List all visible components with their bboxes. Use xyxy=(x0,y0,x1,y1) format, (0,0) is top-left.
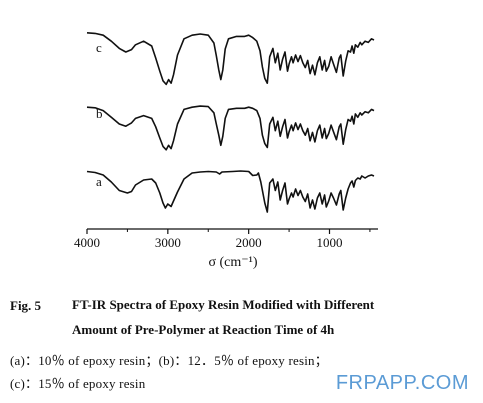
trace-label-a: a xyxy=(96,174,102,189)
caption-title-line-2: Amount of Pre-Polymer at Reaction Time o… xyxy=(72,322,335,337)
x-tick-label: 3000 xyxy=(155,235,181,250)
watermark-logo: FRPAPP.COM xyxy=(335,372,469,394)
spectrum-line-b xyxy=(86,105,375,151)
figure-number: Fig. 5 xyxy=(10,298,42,313)
x-axis-ticks: 4000 3000 2000 1000 xyxy=(74,229,371,250)
caption-legend-line-1: (a)：10％ of epoxy resin；(b)：12．5％ of epox… xyxy=(10,353,328,368)
ftir-chart: a b c 4000 3000 2000 1000 σ (cm⁻¹) xyxy=(74,32,378,270)
x-tick-label: 2000 xyxy=(236,235,262,250)
x-tick-label: 4000 xyxy=(74,235,100,250)
caption-row-1: Fig. 5 xyxy=(10,297,41,315)
spectrum-line-c xyxy=(86,32,375,86)
spectrum-line-a xyxy=(86,170,375,213)
caption-title-line-1: FT-IR Spectra of Epoxy Resin Modified wi… xyxy=(72,297,375,312)
caption-legend-line-2: (c)：15％ of epoxy resin xyxy=(10,376,146,391)
trace-label-c: c xyxy=(96,40,102,55)
x-tick-label: 1000 xyxy=(317,235,343,250)
trace-label-b: b xyxy=(96,106,103,121)
x-axis-label: σ (cm⁻¹) xyxy=(208,255,257,270)
spectra-traces: a b c xyxy=(86,32,375,213)
